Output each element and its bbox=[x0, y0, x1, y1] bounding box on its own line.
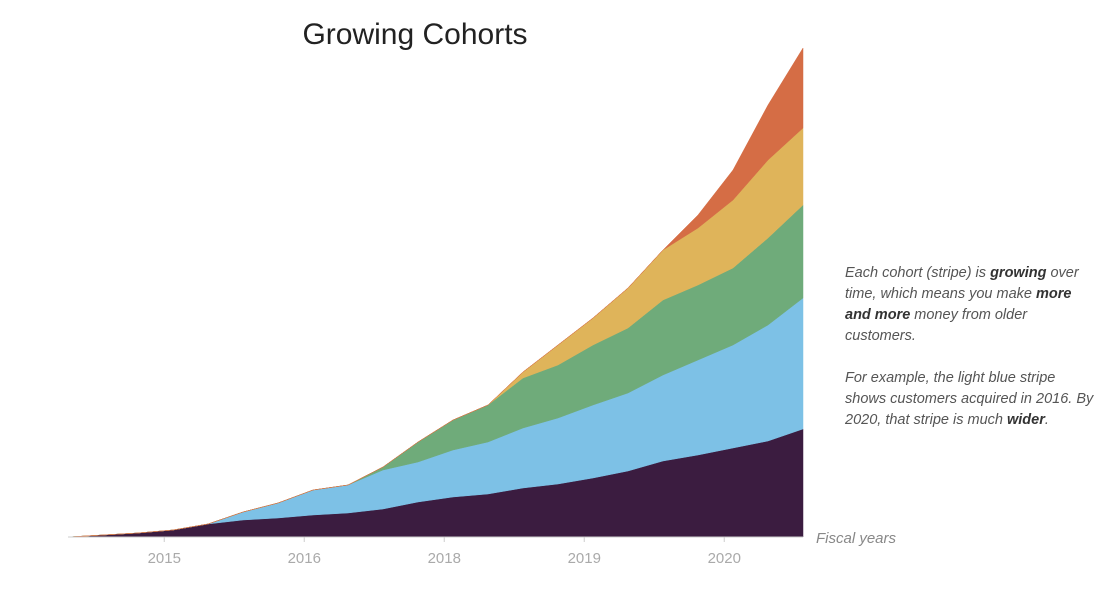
chart-title: Growing Cohorts bbox=[302, 18, 527, 51]
annotation-paragraph: Each cohort (stripe) is growing over tim… bbox=[845, 263, 1100, 347]
annotation-text: Each cohort (stripe) is bbox=[845, 265, 991, 281]
annotation-text: more and more bbox=[845, 286, 1072, 323]
annotation-text: money from older customers. bbox=[845, 307, 1028, 344]
x-tick-label: 2018 bbox=[428, 550, 461, 567]
annotation-paragraph: For example, the light blue stripe shows… bbox=[845, 368, 1100, 431]
annotation: Each cohort (stripe) is growing over tim… bbox=[845, 263, 1100, 452]
area bbox=[67, 47, 804, 538]
annotation-text: over time, which means you make bbox=[845, 265, 1079, 302]
x-tick-label: 2020 bbox=[708, 550, 741, 567]
x-axis-label: Fiscal years bbox=[816, 530, 897, 547]
x-tick-label: 2015 bbox=[148, 550, 181, 567]
annotation-text: . bbox=[1044, 412, 1049, 428]
annotation-text: wider bbox=[1007, 412, 1045, 428]
annotation-text: growing bbox=[990, 265, 1047, 281]
x-tick-label: 2016 bbox=[288, 550, 321, 567]
x-tick-label: 2019 bbox=[568, 550, 601, 567]
annotation-text: For example, the light blue stripe shows… bbox=[845, 370, 1094, 428]
